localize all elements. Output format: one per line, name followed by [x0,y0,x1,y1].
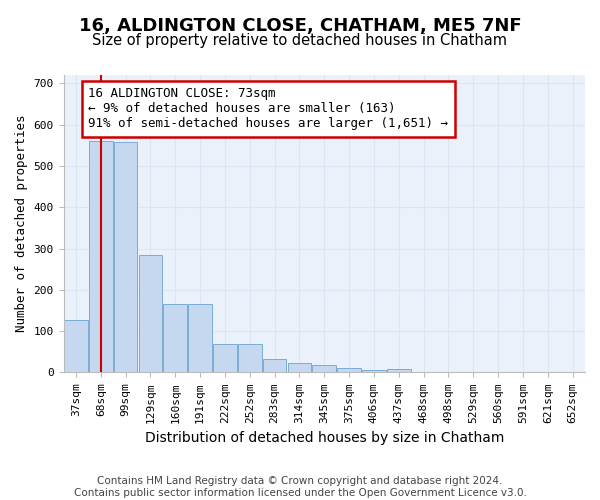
Text: Contains HM Land Registry data © Crown copyright and database right 2024.
Contai: Contains HM Land Registry data © Crown c… [74,476,526,498]
Bar [362,370,386,372]
Bar [337,368,361,372]
Text: 16, ALDINGTON CLOSE, CHATHAM, ME5 7NF: 16, ALDINGTON CLOSE, CHATHAM, ME5 7NF [79,18,521,36]
Bar [64,320,88,372]
Bar [163,304,187,372]
Bar [114,142,137,372]
Bar [238,344,262,372]
Y-axis label: Number of detached properties: Number of detached properties [15,115,28,332]
Bar [89,141,113,372]
Bar [287,364,311,372]
Bar [313,365,336,372]
Bar [213,344,237,372]
Text: Size of property relative to detached houses in Chatham: Size of property relative to detached ho… [92,32,508,48]
Bar [188,304,212,372]
Bar [139,254,162,372]
Bar [263,359,286,372]
X-axis label: Distribution of detached houses by size in Chatham: Distribution of detached houses by size … [145,431,504,445]
Text: 16 ALDINGTON CLOSE: 73sqm
← 9% of detached houses are smaller (163)
91% of semi-: 16 ALDINGTON CLOSE: 73sqm ← 9% of detach… [88,88,448,130]
Bar [387,369,410,372]
